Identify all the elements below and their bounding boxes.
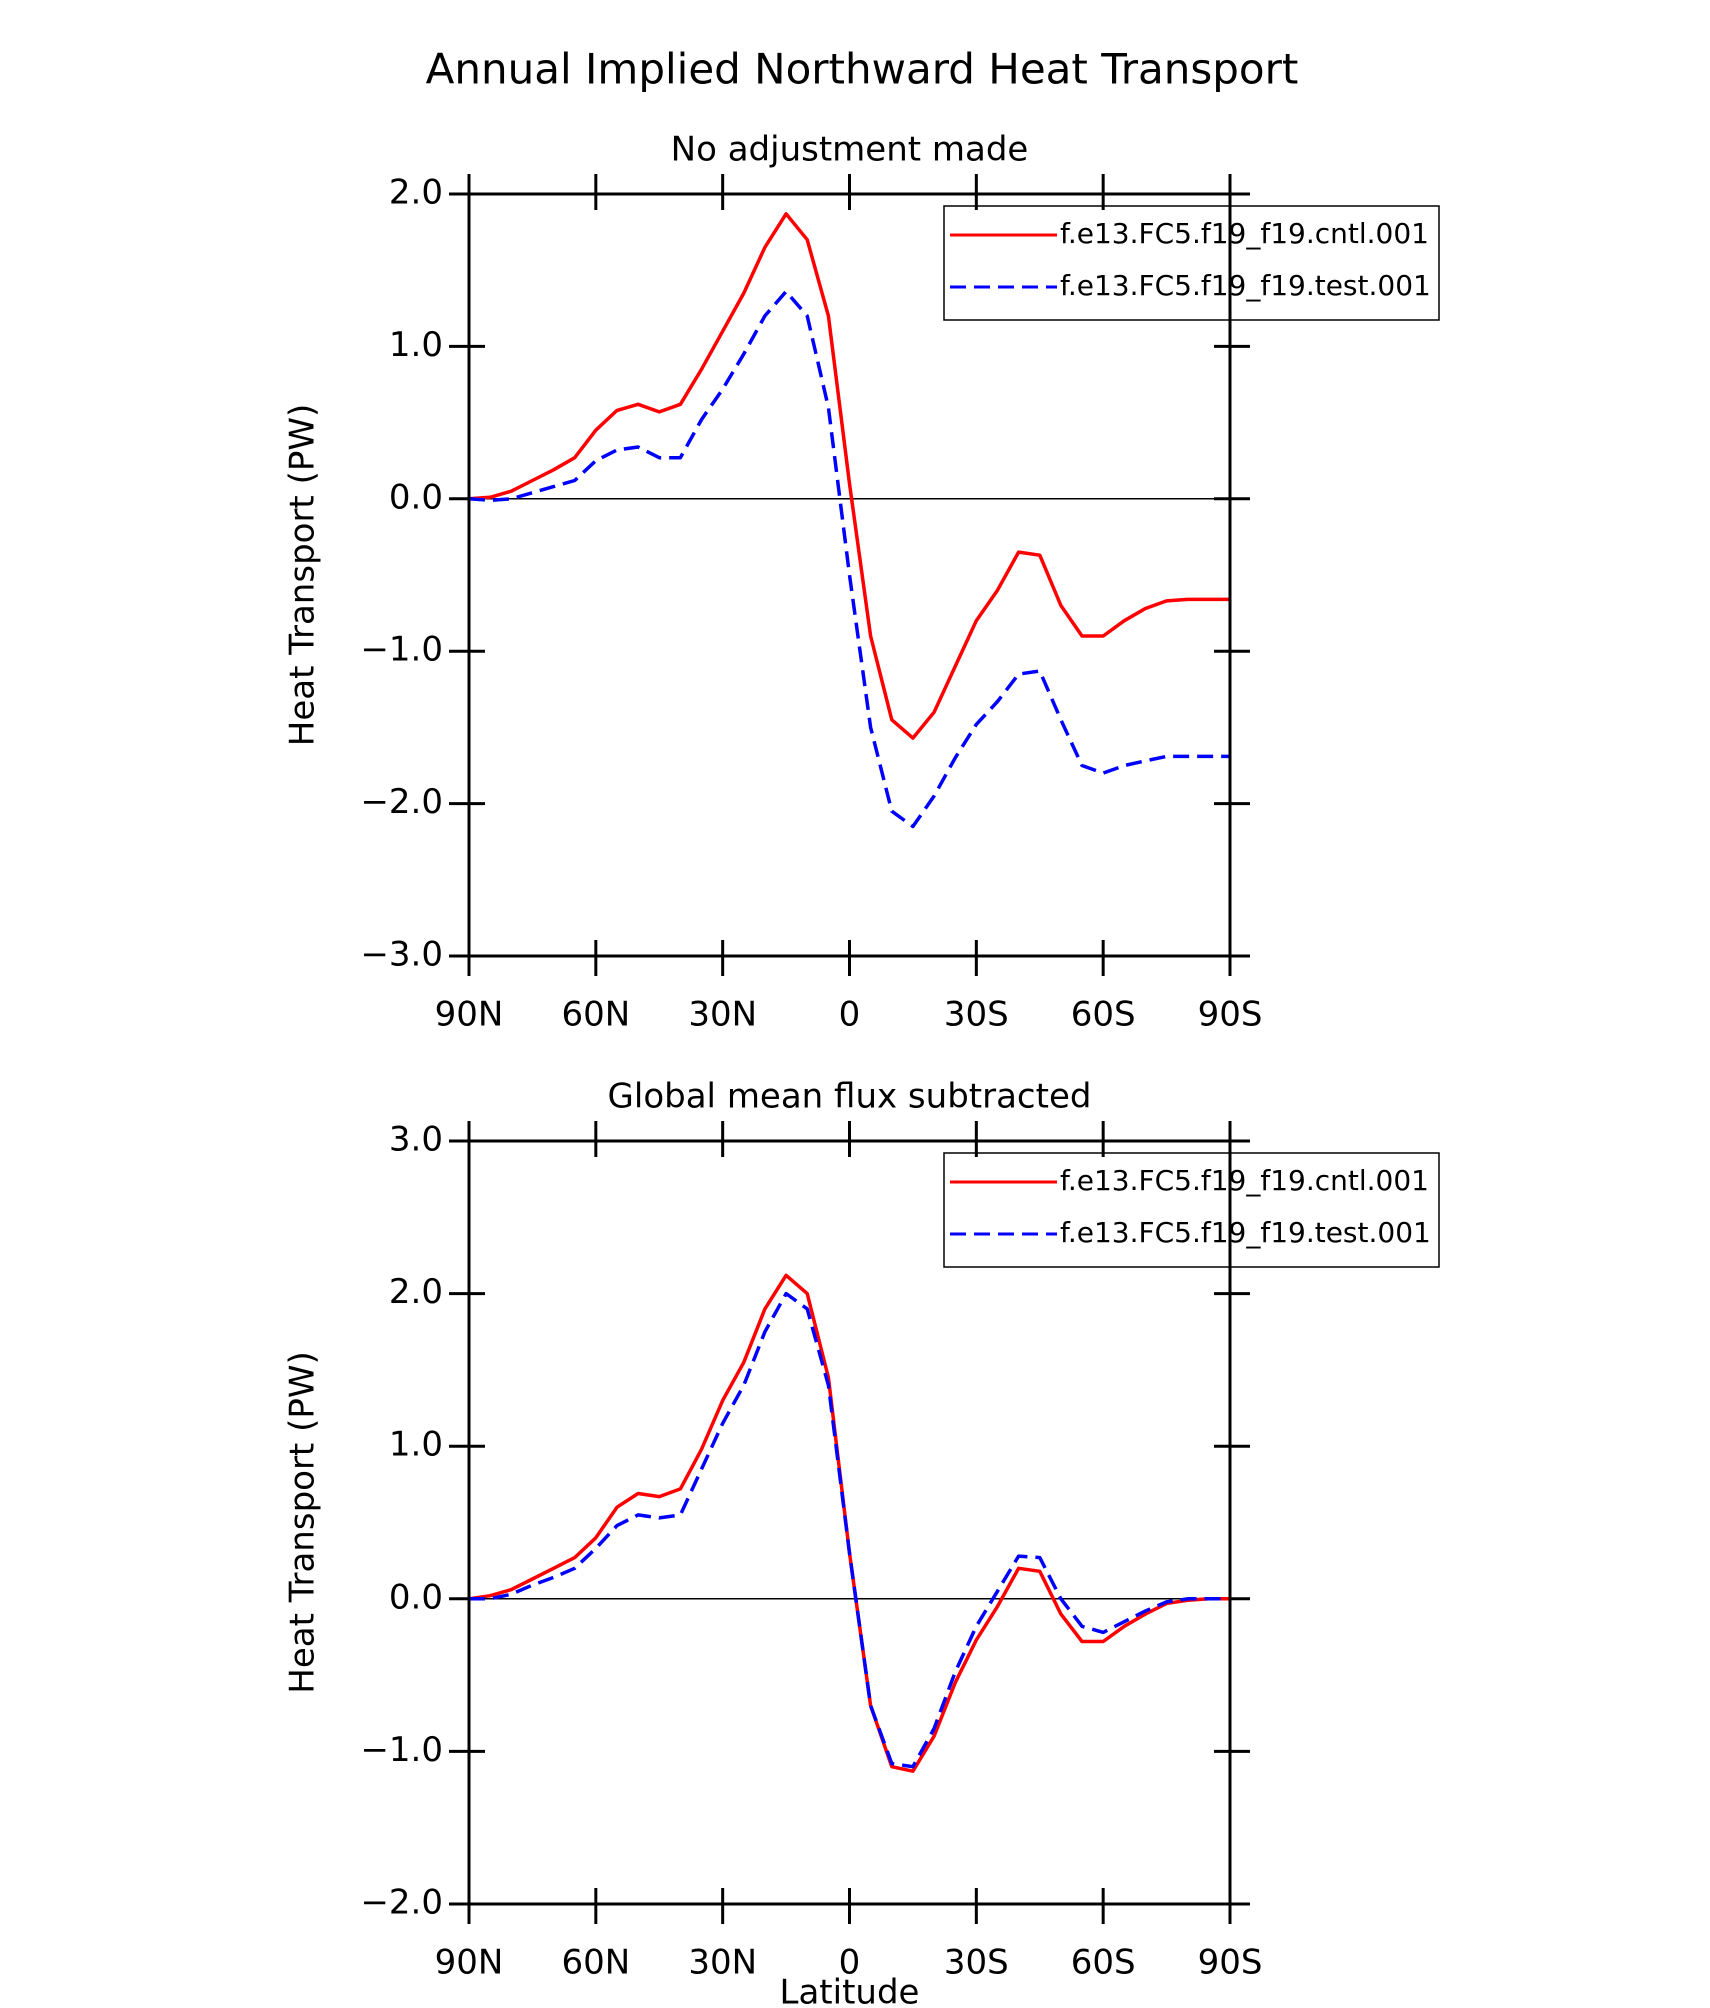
y-tick-label: 2.0: [389, 1272, 443, 1312]
y-tick-label: 2.0: [389, 173, 443, 213]
x-tick-label: 60S: [1071, 1943, 1136, 1983]
y-tick-label: 3.0: [389, 1120, 443, 1160]
y-tick-label: 1.0: [389, 325, 443, 365]
x-tick-label: 60S: [1071, 995, 1136, 1035]
subtitle: No adjustment made: [671, 130, 1029, 170]
x-tick-label: 90N: [435, 1943, 504, 1983]
x-tick-label: 90N: [435, 995, 504, 1035]
y-axis-label: Heat Transport (PW): [283, 1351, 323, 1693]
legend-box: [943, 1152, 1440, 1268]
x-tick-label: 30S: [944, 1943, 1009, 1983]
x-tick-label: 60N: [561, 1943, 630, 1983]
x-tick-label: 90S: [1198, 1943, 1263, 1983]
legend-label: f.e13.FC5.f19_f19.cntl.001: [1060, 1164, 1429, 1197]
y-axis-label: Heat Transport (PW): [283, 404, 323, 746]
y-tick-label: −2.0: [360, 782, 443, 822]
y-tick-label: −2.0: [360, 1883, 443, 1923]
y-tick-label: −1.0: [360, 1730, 443, 1770]
series-line: [468, 212, 1230, 740]
x-tick-label: 0: [839, 1943, 861, 1983]
y-tick-label: 0.0: [389, 477, 443, 517]
legend-box: [943, 205, 1440, 321]
x-axis-label: Latitude: [780, 1973, 920, 2008]
series-line: [468, 1273, 1230, 1773]
plot-frame: [467, 1139, 1232, 1906]
series-line: [468, 289, 1230, 829]
y-tick-label: 1.0: [389, 1425, 443, 1465]
y-tick-label: −3.0: [360, 935, 443, 975]
plot-frame: [467, 192, 1232, 958]
y-tick-label: −1.0: [360, 630, 443, 670]
legend-label: f.e13.FC5.f19_f19.test.001: [1060, 1216, 1431, 1249]
y-tick-label: 0.0: [389, 1577, 443, 1617]
legend-label: f.e13.FC5.f19_f19.test.001: [1060, 269, 1431, 302]
x-tick-label: 90S: [1198, 995, 1263, 1035]
legend-label: f.e13.FC5.f19_f19.cntl.001: [1060, 217, 1429, 250]
x-tick-label: 60N: [561, 995, 630, 1035]
x-tick-label: 30S: [944, 995, 1009, 1035]
figure-title: Annual Implied Northward Heat Transport: [426, 45, 1299, 94]
x-tick-label: 30N: [688, 1943, 757, 1983]
x-tick-label: 30N: [688, 995, 757, 1035]
series-line: [469, 1291, 1230, 1769]
subtitle: Global mean flux subtracted: [608, 1077, 1092, 1117]
x-tick-label: 0: [839, 995, 861, 1035]
